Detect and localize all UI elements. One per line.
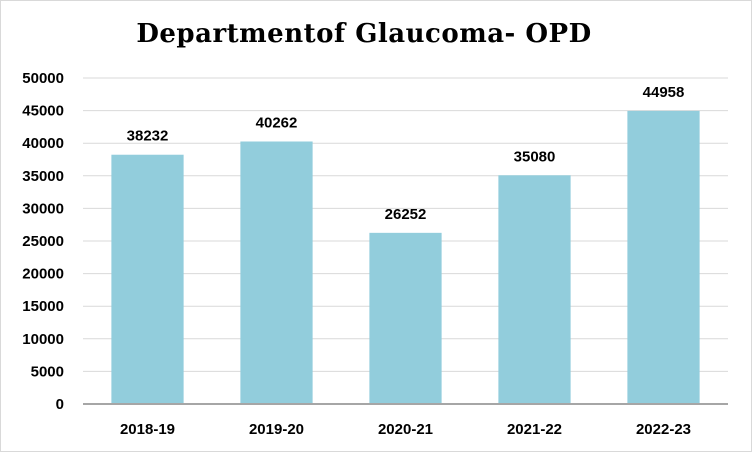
y-tick-label: 0 bbox=[56, 396, 64, 413]
y-tick-label: 50000 bbox=[22, 70, 64, 87]
y-tick-label: 20000 bbox=[22, 266, 64, 283]
x-axis-ticks: 2018-19 2019-20 2020-21 2021-22 2022-23 bbox=[120, 421, 691, 438]
bar bbox=[498, 175, 571, 404]
y-tick-label: 35000 bbox=[22, 168, 64, 185]
y-tick-label: 15000 bbox=[22, 298, 64, 315]
x-tick-label: 2018-19 bbox=[120, 421, 175, 438]
data-label: 38232 bbox=[127, 128, 169, 145]
x-tick-label: 2019-20 bbox=[249, 421, 304, 438]
bar bbox=[369, 232, 442, 404]
data-label: 35080 bbox=[514, 148, 556, 165]
data-label: 44958 bbox=[643, 84, 685, 101]
data-labels: 38232 40262 26252 35080 44958 bbox=[127, 84, 685, 223]
data-label: 40262 bbox=[256, 114, 298, 131]
x-tick-label: 2022-23 bbox=[636, 421, 691, 438]
bar bbox=[240, 141, 313, 404]
bar bbox=[627, 110, 700, 404]
data-label: 26252 bbox=[385, 206, 427, 223]
y-tick-label: 45000 bbox=[22, 103, 64, 120]
y-tick-label: 10000 bbox=[22, 331, 64, 348]
y-tick-label: 5000 bbox=[31, 363, 64, 380]
x-tick-label: 2021-22 bbox=[507, 421, 562, 438]
y-tick-label: 40000 bbox=[22, 135, 64, 152]
y-tick-label: 30000 bbox=[22, 200, 64, 217]
bars bbox=[111, 110, 700, 404]
bar bbox=[111, 154, 184, 404]
chart-title: Departmentof Glaucoma- OPD bbox=[136, 19, 592, 49]
x-tick-label: 2020-21 bbox=[378, 421, 433, 438]
y-tick-label: 25000 bbox=[22, 233, 64, 250]
y-axis-ticks: 0 5000 10000 15000 20000 25000 30000 35000 40000… bbox=[22, 70, 64, 413]
